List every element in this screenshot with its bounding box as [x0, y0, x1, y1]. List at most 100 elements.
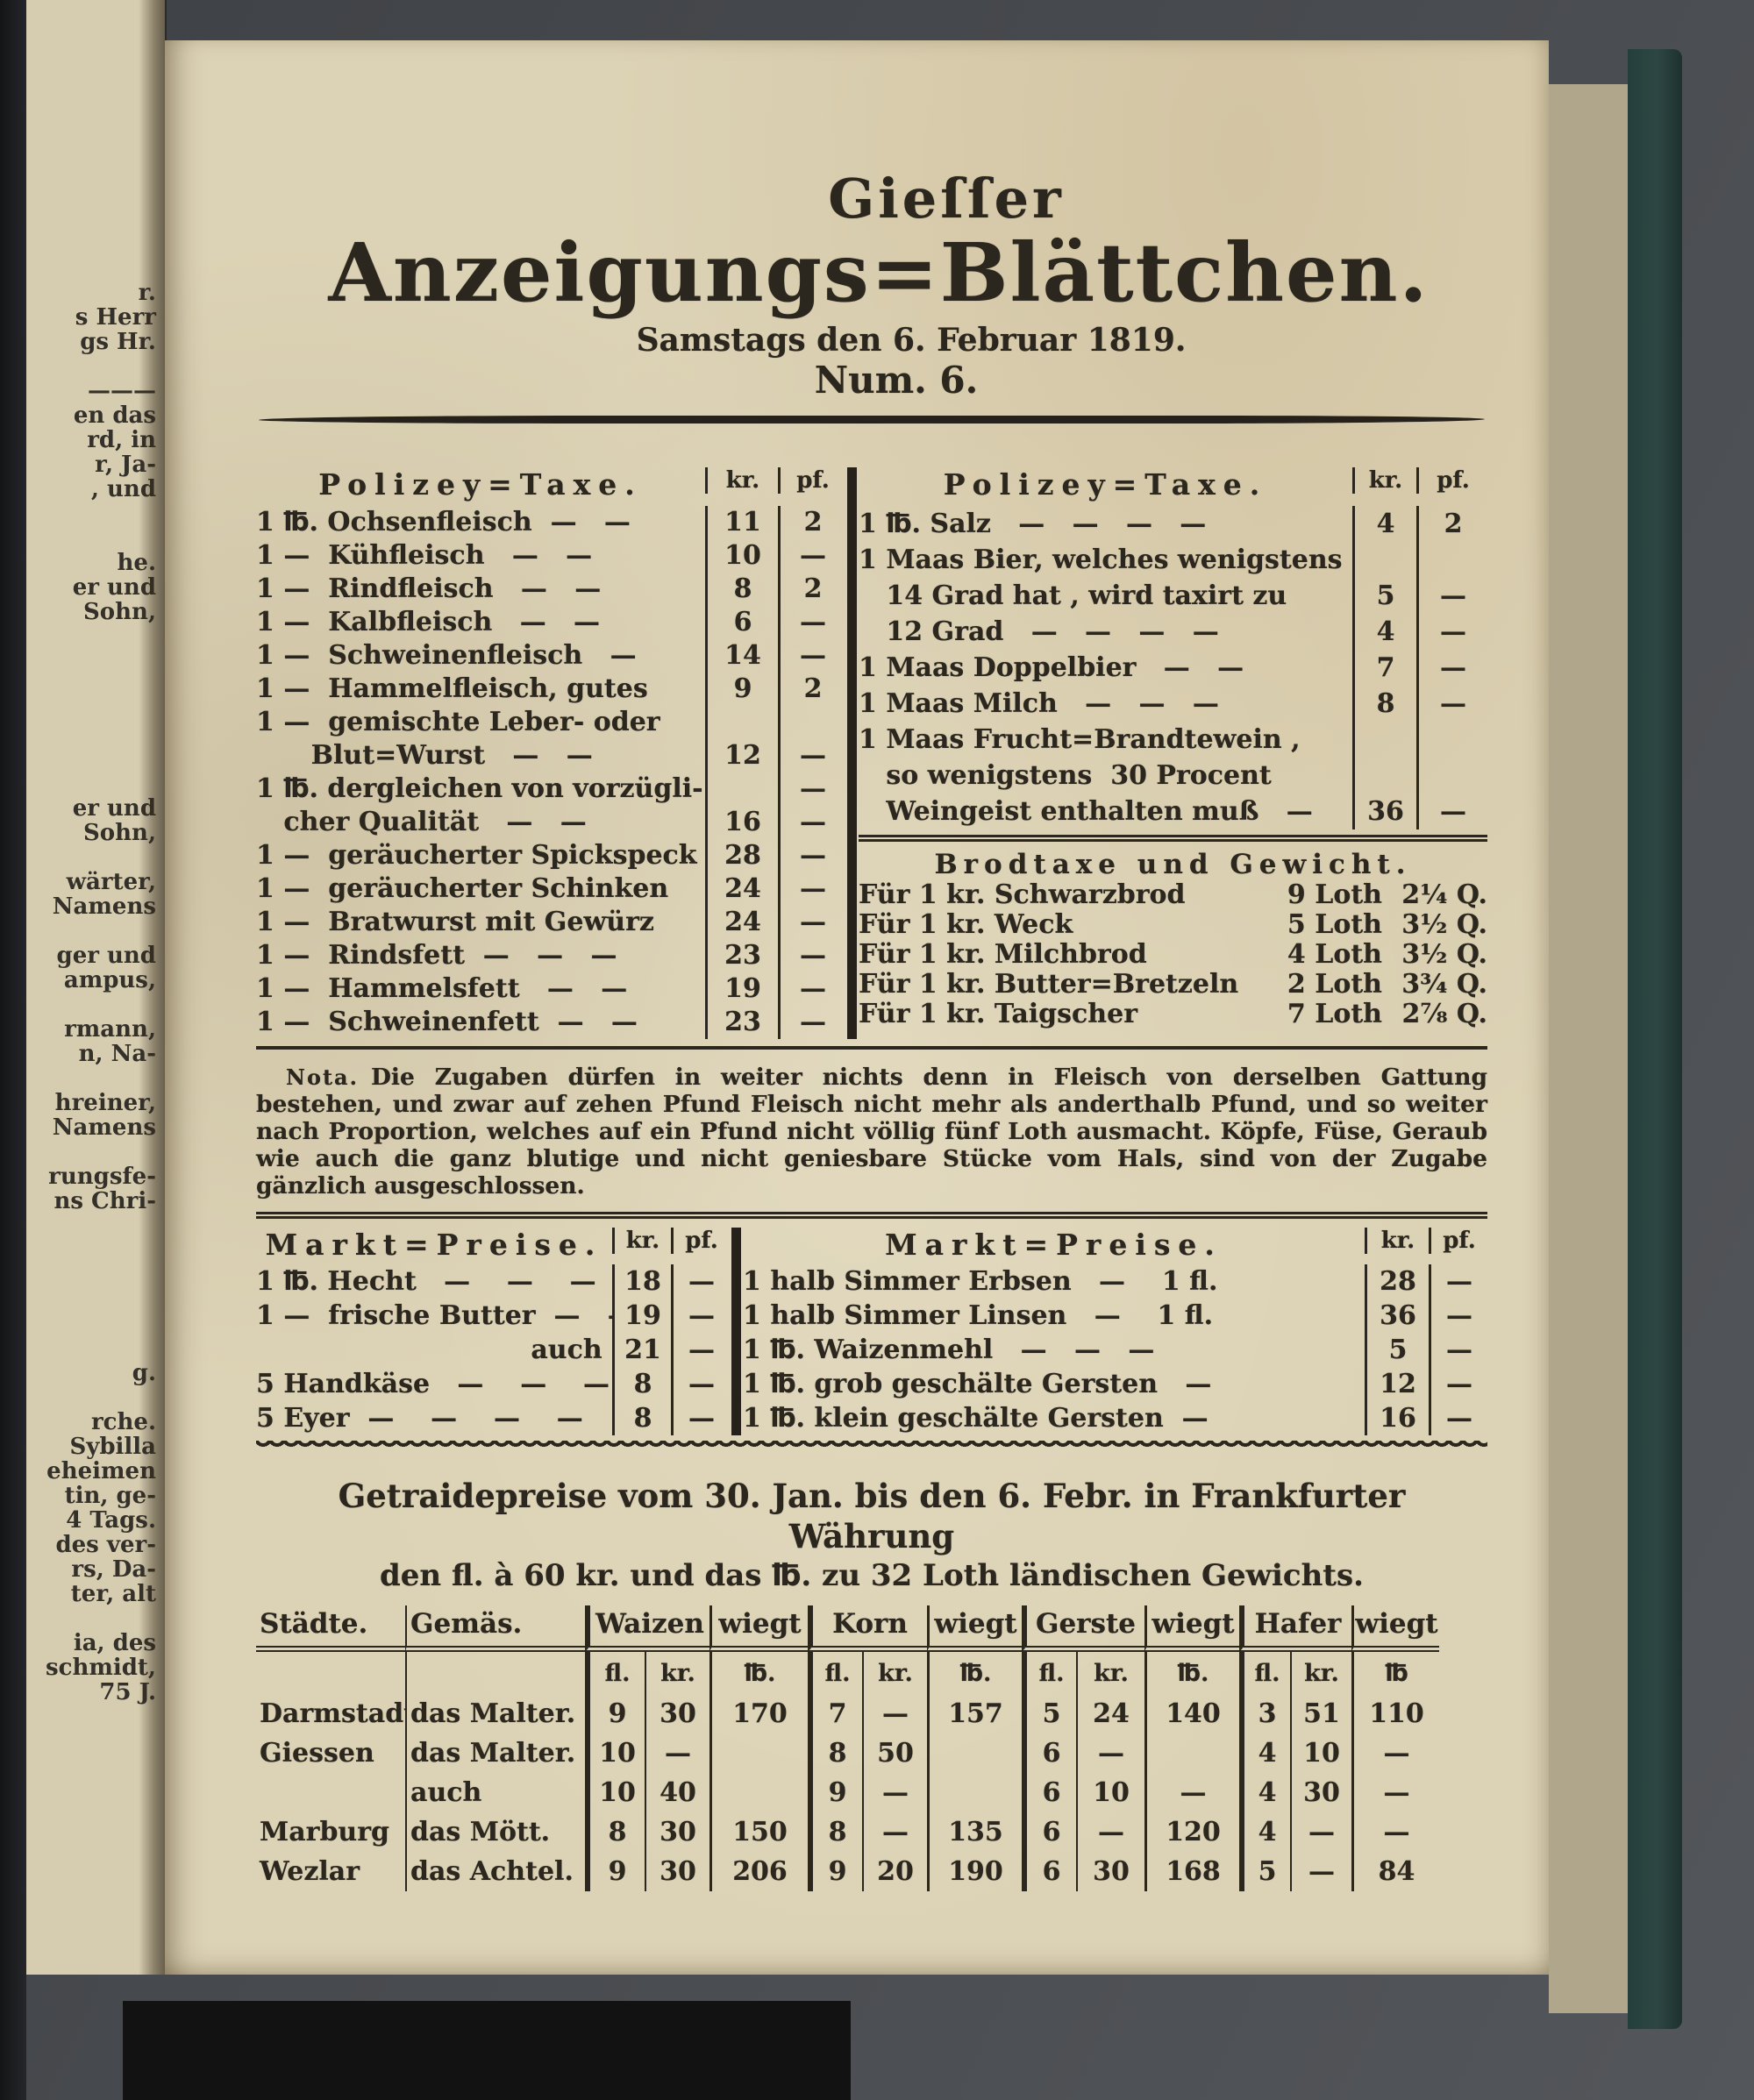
kr-cell: 18: [612, 1264, 671, 1299]
cutoff-text-line: Namens: [52, 1114, 156, 1141]
fl-cell: 6: [1022, 1733, 1076, 1773]
cutoff-text-line: [26, 526, 156, 551]
unit-kr: kr.: [862, 1652, 927, 1694]
pf-cell: —: [671, 1264, 730, 1299]
item-cell: 1 Maas Frucht=Brandtewein ,: [859, 724, 1301, 755]
pf-cell: —: [778, 872, 845, 906]
column-header-kr: kr.: [1365, 1228, 1429, 1254]
pf-cell: —: [778, 806, 845, 839]
wiegt-cell: —: [1144, 1773, 1239, 1812]
weight-cell: 5 Loth: [1287, 909, 1382, 940]
kr-cell: 16: [1365, 1401, 1429, 1435]
weight-cell: 7 Loth: [1287, 999, 1382, 1029]
item-cell: 1 Maas Doppelbier — —: [859, 652, 1244, 683]
kr-cell: —: [862, 1694, 927, 1733]
item-cell: 1 — geräucherter Schinken: [256, 873, 669, 904]
item-cell: Weingeist enthalten muß —: [859, 796, 1313, 827]
item-cell: 1 Maas Bier, welches wenigstens: [859, 545, 1343, 575]
kr-cell: 11: [705, 506, 778, 539]
police-tax-table-right: Polizey=Taxe. kr. pf. 1 ℔. Salz — — — — …: [859, 467, 1487, 1039]
kr-cell: 6: [705, 606, 778, 639]
unit-fl: fl.: [808, 1652, 862, 1694]
pf-cell: 2: [778, 673, 845, 706]
kr-cell: 19: [612, 1299, 671, 1333]
cutoff-text-line: [26, 747, 156, 772]
wiegt-cell: 120: [1144, 1812, 1239, 1852]
table-row: 1 — Hammelsfett — — 19 —: [256, 972, 845, 1006]
cutoff-text-line: gs Hr.: [80, 329, 156, 355]
city-cell: Marburg: [260, 1817, 390, 1847]
table-row: 1 ℔. Hecht — — — 18 —: [256, 1264, 730, 1299]
cutoff-text-line: s Herr: [75, 304, 156, 331]
item-cell: Für 1 kr. Butter=Bretzeln: [859, 969, 1239, 1000]
masthead-city: Gieſſer: [828, 167, 1065, 231]
weight-cell: 2 Loth: [1287, 969, 1382, 1000]
cutoff-text-line: [26, 1385, 156, 1410]
pf-cell: —: [1416, 614, 1487, 650]
dateline: Samstags den 6. Februar 1819.: [636, 322, 1187, 359]
unit-pfund: ℔: [1351, 1652, 1439, 1694]
column-header-pf: pf.: [1416, 467, 1487, 494]
pf-cell: —: [778, 606, 845, 639]
table-row: 1 — Schweinenfleisch — 14 —: [256, 639, 845, 673]
wiegt-cell: [709, 1733, 808, 1773]
item-cell: 5 Handkäse — — —: [256, 1369, 610, 1399]
cutoff-text-line: [26, 624, 156, 649]
pf-cell: —: [671, 1367, 730, 1401]
kr-cell: 8: [1352, 686, 1416, 722]
column-header-wiegt: wiegt: [709, 1605, 808, 1652]
kr-cell: 4: [1352, 506, 1416, 542]
pf-cell: [1416, 758, 1487, 794]
fl-cell: 7: [808, 1694, 862, 1733]
pf-cell: —: [778, 539, 845, 573]
table-row: 1 — geräucherter Schinken 24 —: [256, 872, 845, 906]
cutoff-text-line: [26, 1312, 156, 1336]
cutoff-text-line: [26, 1214, 156, 1238]
page-content: Gieſſer Anzeigungs=Blättchen. Samstags d…: [165, 40, 1549, 1891]
pf-cell: —: [671, 1333, 730, 1367]
item-cell: 1 ℔. grob geschälte Gersten —: [743, 1369, 1212, 1399]
kr-cell: 20: [862, 1852, 927, 1891]
cutoff-text-line: [26, 1336, 156, 1361]
fl-cell: 8: [808, 1733, 862, 1773]
pf-cell: [778, 706, 845, 739]
section-rule: [256, 1212, 1487, 1219]
column-header-pf: pf.: [1429, 1228, 1487, 1254]
item-cell: 1 ℔. Waizenmehl — — —: [743, 1335, 1155, 1365]
column-header-pf: pf.: [778, 467, 845, 494]
kr-cell: 12: [1365, 1367, 1429, 1401]
item-cell: Für 1 kr. Weck: [859, 909, 1073, 940]
wiegt-cell: —: [1351, 1812, 1439, 1852]
pf-cell: —: [778, 1006, 845, 1039]
wiegt-cell: 168: [1144, 1852, 1239, 1891]
fl-cell: 4: [1239, 1812, 1290, 1852]
pf-cell: [1416, 542, 1487, 578]
table-row: 14 Grad hat , wird taxirt zu 5 —: [859, 578, 1487, 614]
kr-cell: 30: [645, 1694, 709, 1733]
table-row: 1 Maas Bier, welches wenigstens: [859, 542, 1487, 578]
cutoff-text-line: , und: [90, 476, 156, 502]
spine-shadow: [0, 0, 26, 2100]
pf-cell: —: [1429, 1264, 1487, 1299]
kr-cell: —: [1290, 1812, 1351, 1852]
cutoff-text-line: rungsfe-: [48, 1164, 156, 1190]
item-cell: 1 — gemischte Leber- oder: [256, 707, 660, 737]
item-cell: 1 ℔. Hecht — — —: [256, 1266, 596, 1297]
kr-cell: 24: [705, 872, 778, 906]
table-row: 12 Grad — — — — 4 —: [859, 614, 1487, 650]
cutoff-text-line: schmidt,: [45, 1655, 156, 1681]
column-header-wiegt: wiegt: [1351, 1605, 1439, 1652]
quent-cell: 3½ Q.: [1401, 909, 1487, 940]
item-cell: 5 Eyer — — — —: [256, 1403, 583, 1434]
table-row: 1 — Schweinenfett — — 23 —: [256, 1006, 845, 1039]
wiegt-cell: 206: [709, 1852, 808, 1891]
table-row: 1 Maas Frucht=Brandtewein ,: [859, 722, 1487, 758]
cutoff-text-line: wärter,: [66, 869, 156, 895]
item-cell: 1 — geräucherter Spickspeck: [256, 840, 697, 871]
cutoff-text-line: 4 Tags.: [66, 1507, 156, 1534]
kr-cell: 16: [705, 806, 778, 839]
item-cell: 14 Grad hat , wird taxirt zu: [859, 580, 1287, 611]
kr-cell: 5: [1365, 1333, 1429, 1367]
item-cell: 1 ℔. Salz — — — —: [859, 509, 1207, 539]
item-cell: 1 — Rindsfett — — —: [256, 940, 617, 971]
